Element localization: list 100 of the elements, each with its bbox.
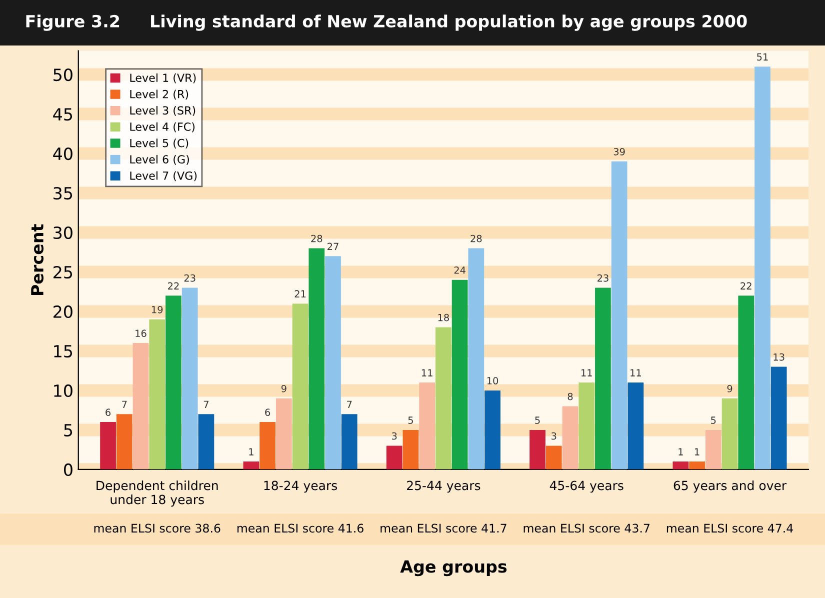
y-tick-label: 45 <box>53 108 72 121</box>
bar <box>149 319 166 470</box>
data-label: 18 <box>438 314 449 322</box>
bar <box>452 280 468 470</box>
data-label: 21 <box>294 290 306 298</box>
legend-label: Level 6 (G) <box>130 154 189 165</box>
data-label: 22 <box>740 282 752 290</box>
y-tick-label: 50 <box>54 68 72 82</box>
text: mean ELSI score 47.4 <box>666 524 793 533</box>
bar <box>628 382 644 470</box>
y-tick-label: 5 <box>64 424 72 437</box>
data-label: 23 <box>597 274 608 282</box>
bar <box>386 446 402 470</box>
data-label: 9 <box>727 384 732 392</box>
data-label: 11 <box>422 369 432 376</box>
bar <box>182 288 198 470</box>
legend-label: Level 5 (C) <box>130 138 188 149</box>
x-axis-title: Age groups <box>400 560 507 576</box>
legend-label: Level 2 (R) <box>130 90 188 100</box>
bar <box>722 398 738 470</box>
legend-label: Level 1 (VR) <box>130 73 196 84</box>
data-label: 11 <box>581 369 592 376</box>
bar <box>689 462 705 470</box>
data-label: 6 <box>106 408 111 416</box>
text: mean ELSI score 38.6 <box>94 524 220 533</box>
x-tick-label: 18-24 years <box>264 480 338 493</box>
text: mean ELSI score 41.7 <box>380 524 506 533</box>
data-label: 28 <box>470 234 482 242</box>
data-label: 7 <box>347 400 352 408</box>
bar <box>276 398 292 470</box>
bar <box>595 288 611 470</box>
bar <box>436 327 452 470</box>
data-label: 5 <box>408 416 413 424</box>
bar <box>243 462 260 470</box>
bar <box>402 430 419 470</box>
y-tick-label: 35 <box>54 186 72 200</box>
data-label: 7 <box>122 400 127 408</box>
data-label: 5 <box>535 416 540 424</box>
data-label: 13 <box>774 353 784 361</box>
data-label: 51 <box>757 53 768 61</box>
data-label: 19 <box>152 306 163 314</box>
text: mean ELSI score 43.7 <box>524 524 650 533</box>
data-label: 7 <box>204 400 208 408</box>
x-tick-label: Dependent children under 18 years <box>96 480 218 507</box>
bar <box>116 414 132 470</box>
y-axis-title: Percent <box>31 224 44 295</box>
bar <box>738 296 754 470</box>
bar <box>100 422 116 470</box>
data-label: 39 <box>614 148 625 156</box>
x-tick-label: 65 years and over <box>674 480 787 493</box>
bar <box>530 430 546 470</box>
bar <box>341 414 358 470</box>
y-tick-label: 15 <box>54 345 72 358</box>
bar <box>611 161 628 470</box>
x-tick-label: 45-64 years <box>550 480 624 493</box>
y-tick-label: 20 <box>54 305 72 318</box>
data-label: 23 <box>184 274 196 282</box>
data-label: 22 <box>168 282 179 290</box>
data-label: 9 <box>281 384 286 392</box>
x-tick-label: 25-44 years <box>407 480 480 493</box>
data-label: 8 <box>568 392 573 400</box>
bar <box>260 422 276 470</box>
data-label: 11 <box>630 369 641 376</box>
data-label: 5 <box>711 416 716 424</box>
data-label: 27 <box>328 242 338 250</box>
bar <box>770 366 787 470</box>
legend-label: Level 3 (SR) <box>130 106 196 116</box>
data-label: 16 <box>136 330 146 338</box>
bar <box>419 382 436 470</box>
data-label: 24 <box>454 266 466 274</box>
bar <box>132 343 149 470</box>
bar <box>672 462 689 470</box>
bar <box>546 446 562 470</box>
bar <box>754 66 770 470</box>
data-label: 1 <box>678 448 683 456</box>
data-label: 1 <box>249 448 254 456</box>
bar <box>468 248 484 470</box>
data-label: 3 <box>392 432 397 440</box>
legend-label: Level 7 (VG) <box>130 171 197 182</box>
data-label: 10 <box>487 377 498 384</box>
bar <box>578 382 595 470</box>
bar <box>562 406 578 470</box>
bar <box>705 430 722 470</box>
data-label: 28 <box>311 234 322 242</box>
bar <box>166 296 182 470</box>
legend-label: Level 4 (FC) <box>130 122 194 132</box>
data-label: 1 <box>695 448 700 456</box>
data-label: 6 <box>265 408 270 416</box>
bar <box>484 390 500 470</box>
chart-title: Figure 3.2 Living standard of New Zealand population by age groups 2000 <box>26 14 747 31</box>
y-tick-label: 30 <box>54 226 72 240</box>
y-tick-label: 40 <box>53 147 72 160</box>
y-tick-label: 25 <box>54 266 72 279</box>
text: mean ELSI score 41.6 <box>237 524 364 533</box>
bar <box>198 414 214 470</box>
bar <box>292 304 308 470</box>
bar <box>308 248 325 470</box>
bar <box>325 256 341 470</box>
y-tick-label: 0 <box>64 463 72 476</box>
data-label: 3 <box>552 432 556 440</box>
